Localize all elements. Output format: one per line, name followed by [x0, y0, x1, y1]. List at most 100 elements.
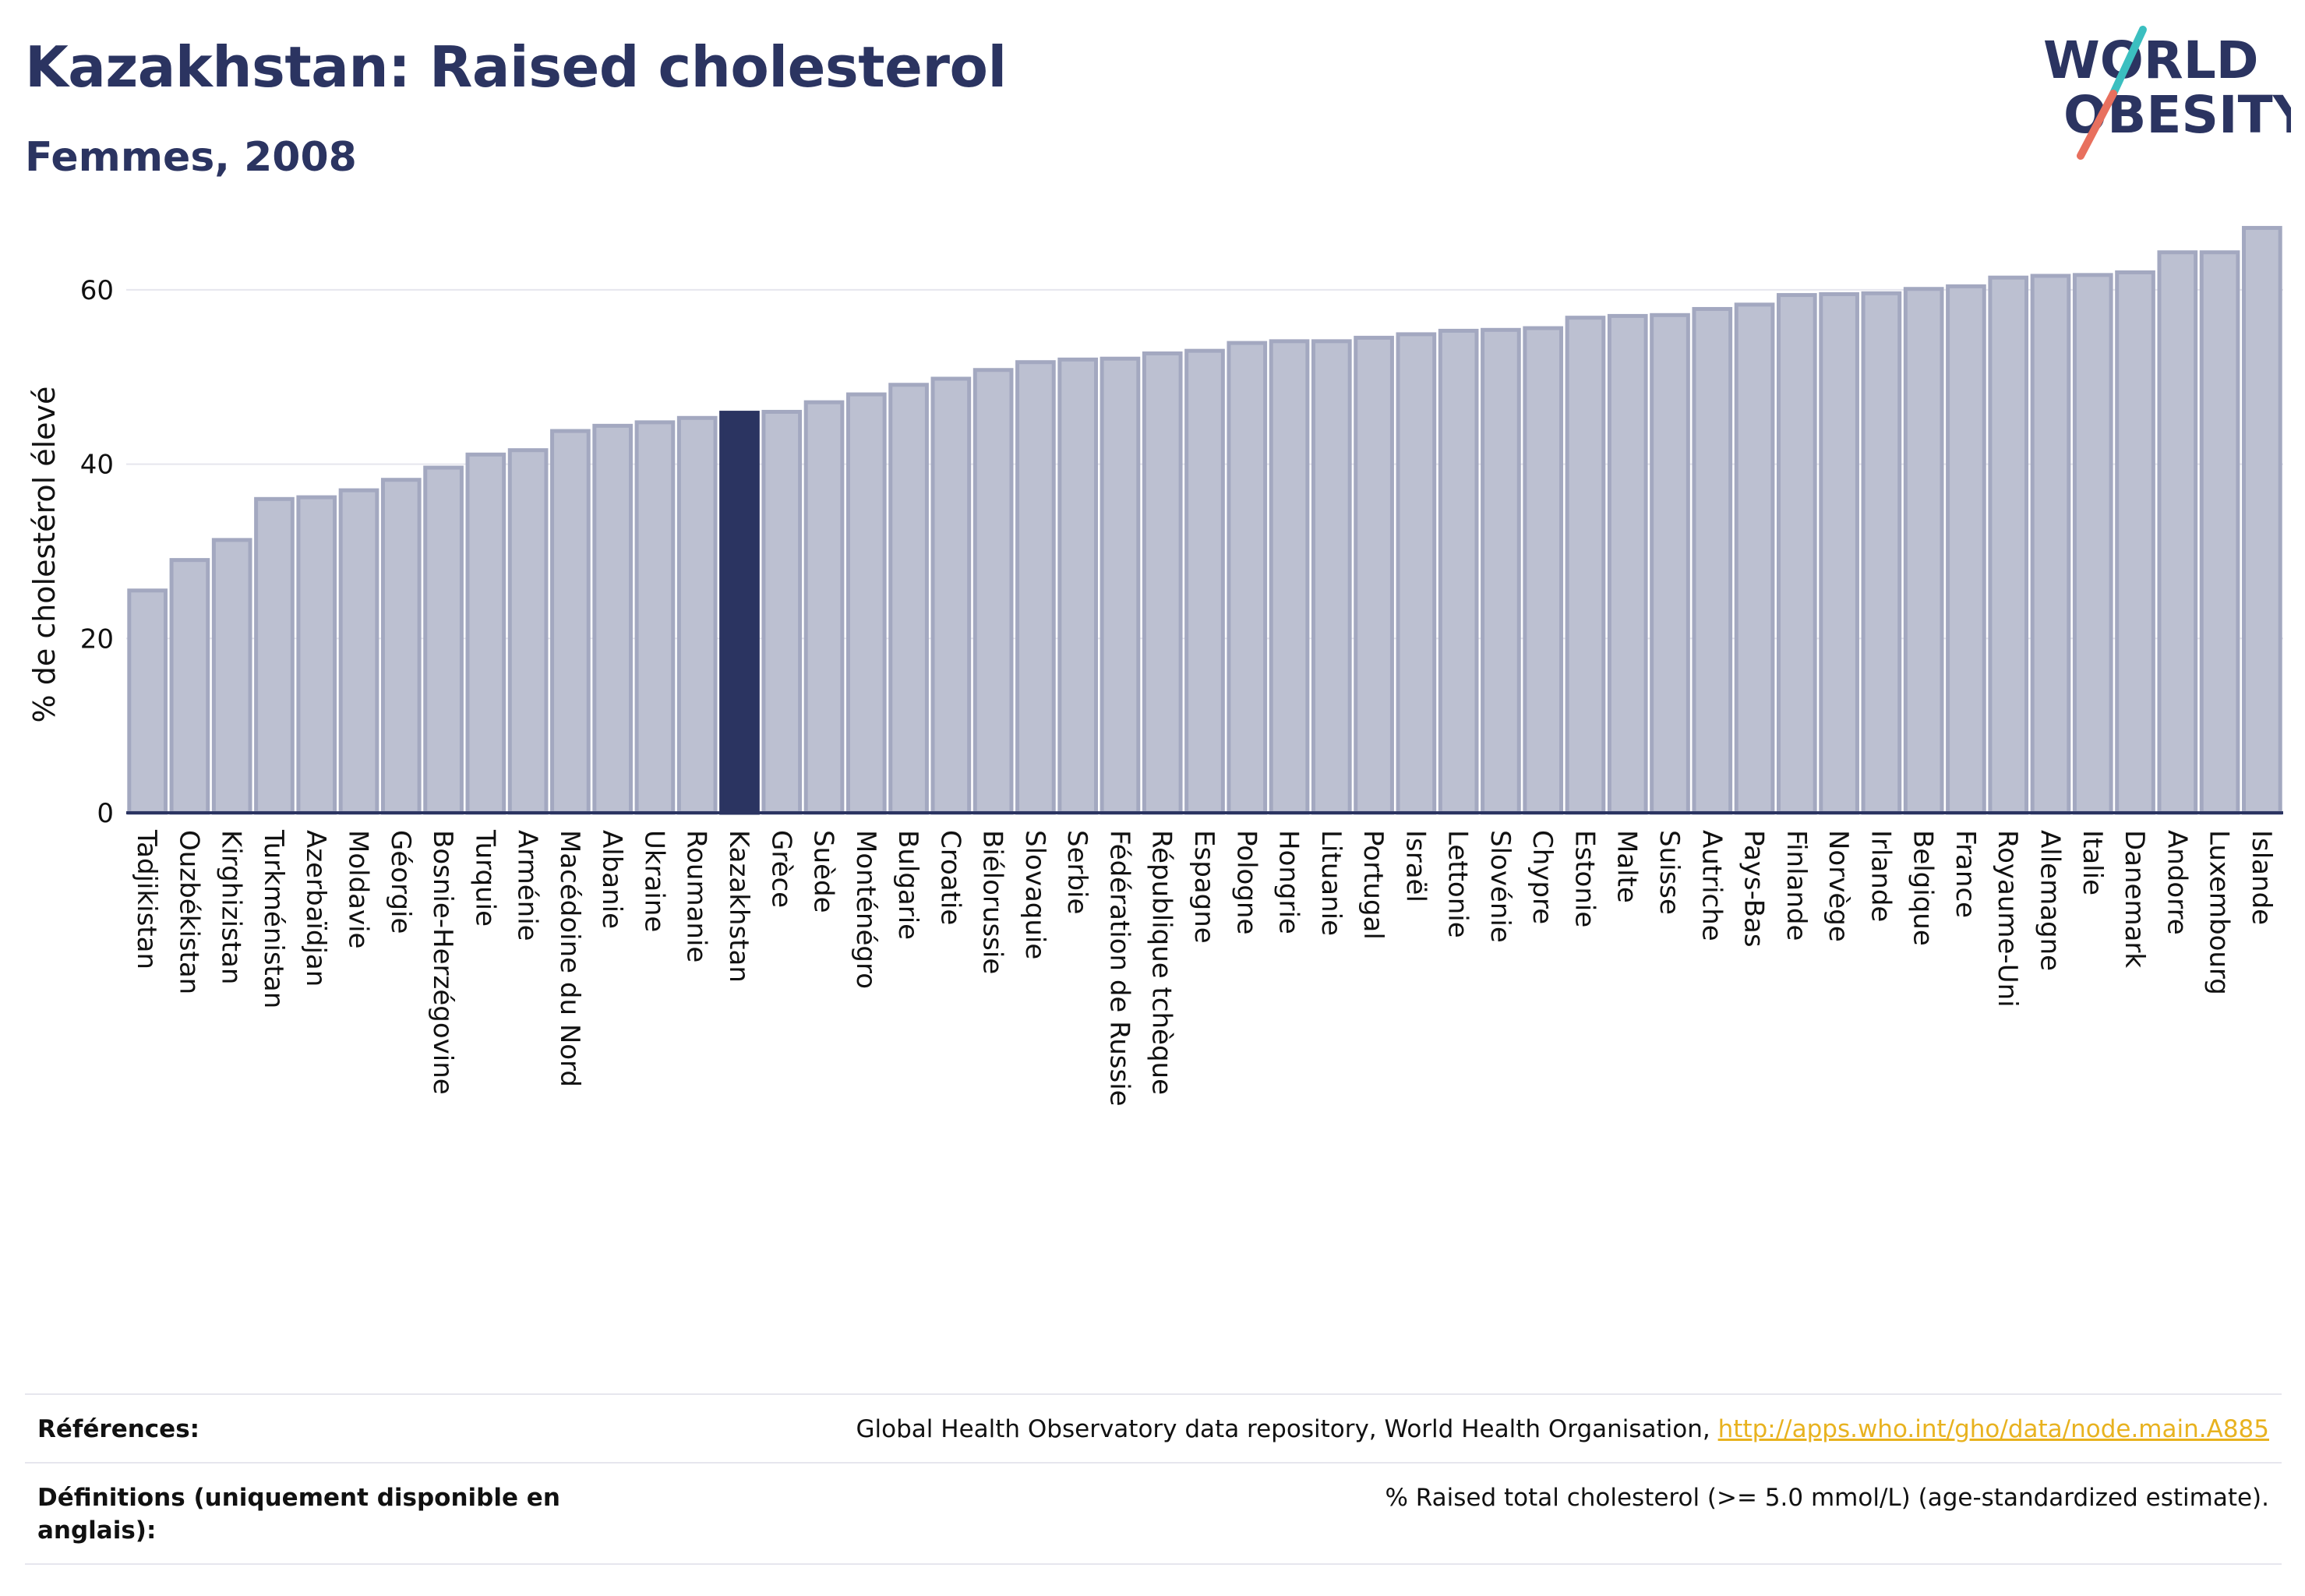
x-tick-label: Ukraine [638, 830, 669, 932]
definitions-label: Définitions (uniquement disponible en an… [37, 1483, 560, 1545]
x-tick-label: Espagne [1188, 830, 1220, 944]
x-tick-label: Hongrie [1273, 830, 1304, 934]
bar [1100, 356, 1141, 815]
x-tick-label: Macédoine du Nord [554, 830, 585, 1087]
x-tick-label: Kazakhstan [723, 830, 754, 983]
x-tick-label: Slovénie [1484, 830, 1516, 943]
x-tick-label: Géorgie [385, 830, 416, 934]
bar [1692, 306, 1733, 815]
x-tick-label: Monténégro [850, 830, 881, 989]
x-tick-label: Kirghizistan [216, 830, 247, 984]
bar [1015, 360, 1056, 815]
x-tick-label: Estonie [1569, 830, 1600, 927]
bar [1819, 291, 1859, 815]
x-tick-label: Allemagne [2034, 830, 2065, 971]
y-tick-label: 20 [80, 623, 114, 655]
bar-chart: 0 20 40 60 Tadjikistan Ouzbékistan Kirghizist… [27, 225, 2283, 1107]
page-subtitle: Femmes, 2008 [25, 134, 357, 181]
bar [1607, 313, 1648, 815]
x-tick-label: Israël [1400, 830, 1431, 902]
logo-slash-top [2109, 26, 2147, 97]
x-tick-label: Islande [2246, 830, 2277, 925]
x-tick-label: Slovaquie [1019, 830, 1050, 959]
references-table: Références: Global Health Observatory da… [25, 1393, 2282, 1565]
bar [845, 392, 887, 815]
x-tick-label: Tadjikistan [131, 829, 162, 969]
y-tick-label: 0 [97, 798, 114, 829]
x-tick-label: Portugal [1357, 830, 1389, 940]
references-value: Global Health Observatory data repositor… [856, 1414, 2269, 1446]
definitions-value: % Raised total cholesterol (>= 5.0 mmol/… [1385, 1483, 2269, 1512]
x-tick-label: Turkménistan [258, 829, 289, 1008]
x-tick-label: Luxembourg [2204, 830, 2235, 995]
bar [1311, 339, 1352, 815]
x-tick-label: Danemark [2119, 830, 2150, 968]
bar [1861, 291, 1902, 815]
x-tick-label: Lettonie [1442, 830, 1474, 938]
bar [550, 429, 591, 815]
bar [1354, 335, 1394, 815]
y-tick-label: 40 [80, 450, 114, 481]
bar [127, 588, 168, 815]
definitions-row: Définitions (uniquement disponible en an… [25, 1461, 2282, 1565]
x-tick-label: République tchèque [1146, 830, 1177, 1095]
x-tick-label: Fédération de Russie [1103, 830, 1135, 1107]
x-axis-labels: Tadjikistan Ouzbékistan Kirghizistan Turkmé… [131, 829, 2277, 1107]
bar [803, 400, 845, 815]
y-axis-ticks: 0 20 40 60 [80, 275, 114, 829]
bar [2115, 270, 2155, 815]
bar [1565, 316, 1606, 815]
x-tick-label: Norvège [1823, 830, 1854, 942]
x-tick-label: Belgique [1908, 830, 1939, 946]
y-tick-label: 60 [80, 275, 114, 306]
bar [507, 448, 549, 815]
x-tick-label: Roumanie [681, 830, 712, 962]
logo-slash-bottom [2077, 90, 2117, 160]
bar [1184, 348, 1225, 815]
bar [592, 423, 633, 815]
bar [1777, 293, 1817, 815]
world-obesity-logo: WORLD OBESITY [2043, 26, 2291, 160]
x-tick-label: Grèce [765, 830, 796, 908]
x-tick-label: Suède [808, 830, 839, 913]
x-tick-label: Azerbaïdjan [300, 830, 331, 987]
x-tick-label: Bosnie-Herzégovine [427, 830, 458, 1095]
bar-highlight [719, 411, 760, 815]
x-tick-label: Finlande [1781, 830, 1812, 941]
x-tick-label: Italie [2077, 830, 2108, 895]
bar [2072, 273, 2113, 815]
x-tick-label: Serbie [1061, 830, 1092, 914]
bar [1946, 284, 1986, 815]
x-tick-label: France [1950, 830, 1981, 918]
bar [1650, 312, 1690, 815]
logo-text-world: WORLD [2043, 30, 2259, 90]
x-tick-label: Biélorussie [977, 830, 1008, 974]
x-tick-label: Arménie [512, 830, 543, 941]
bar [1988, 275, 2029, 815]
x-tick-label: Pays-Bas [1738, 830, 1770, 948]
x-tick-label: Autriche [1696, 830, 1727, 941]
bar [1142, 351, 1183, 815]
bar [2030, 274, 2071, 815]
bar [423, 465, 464, 815]
x-tick-label: Malte [1611, 830, 1643, 903]
bar [1057, 357, 1099, 815]
y-axis-title: % de cholestérol élevé [27, 387, 62, 723]
bar [1227, 341, 1268, 815]
references-label: Références: [37, 1415, 200, 1443]
x-tick-label: Bulgarie [892, 830, 923, 940]
bar [676, 415, 718, 815]
bar [254, 496, 295, 815]
x-tick-label: Albanie [596, 830, 627, 929]
x-tick-label: Chypre [1527, 830, 1558, 924]
x-tick-label: Turquie [469, 829, 500, 927]
references-link[interactable]: http://apps.who.int/gho/data/node.main.A… [1717, 1415, 2269, 1443]
x-tick-label: Irlande [1865, 830, 1896, 922]
x-tick-label: Suisse [1654, 830, 1685, 915]
bar [634, 420, 676, 815]
bar [380, 478, 422, 815]
x-tick-label: Moldavie [343, 830, 374, 949]
x-tick-label: Lituanie [1315, 830, 1347, 936]
bar [761, 409, 803, 815]
x-tick-label: Andorre [2161, 830, 2192, 935]
